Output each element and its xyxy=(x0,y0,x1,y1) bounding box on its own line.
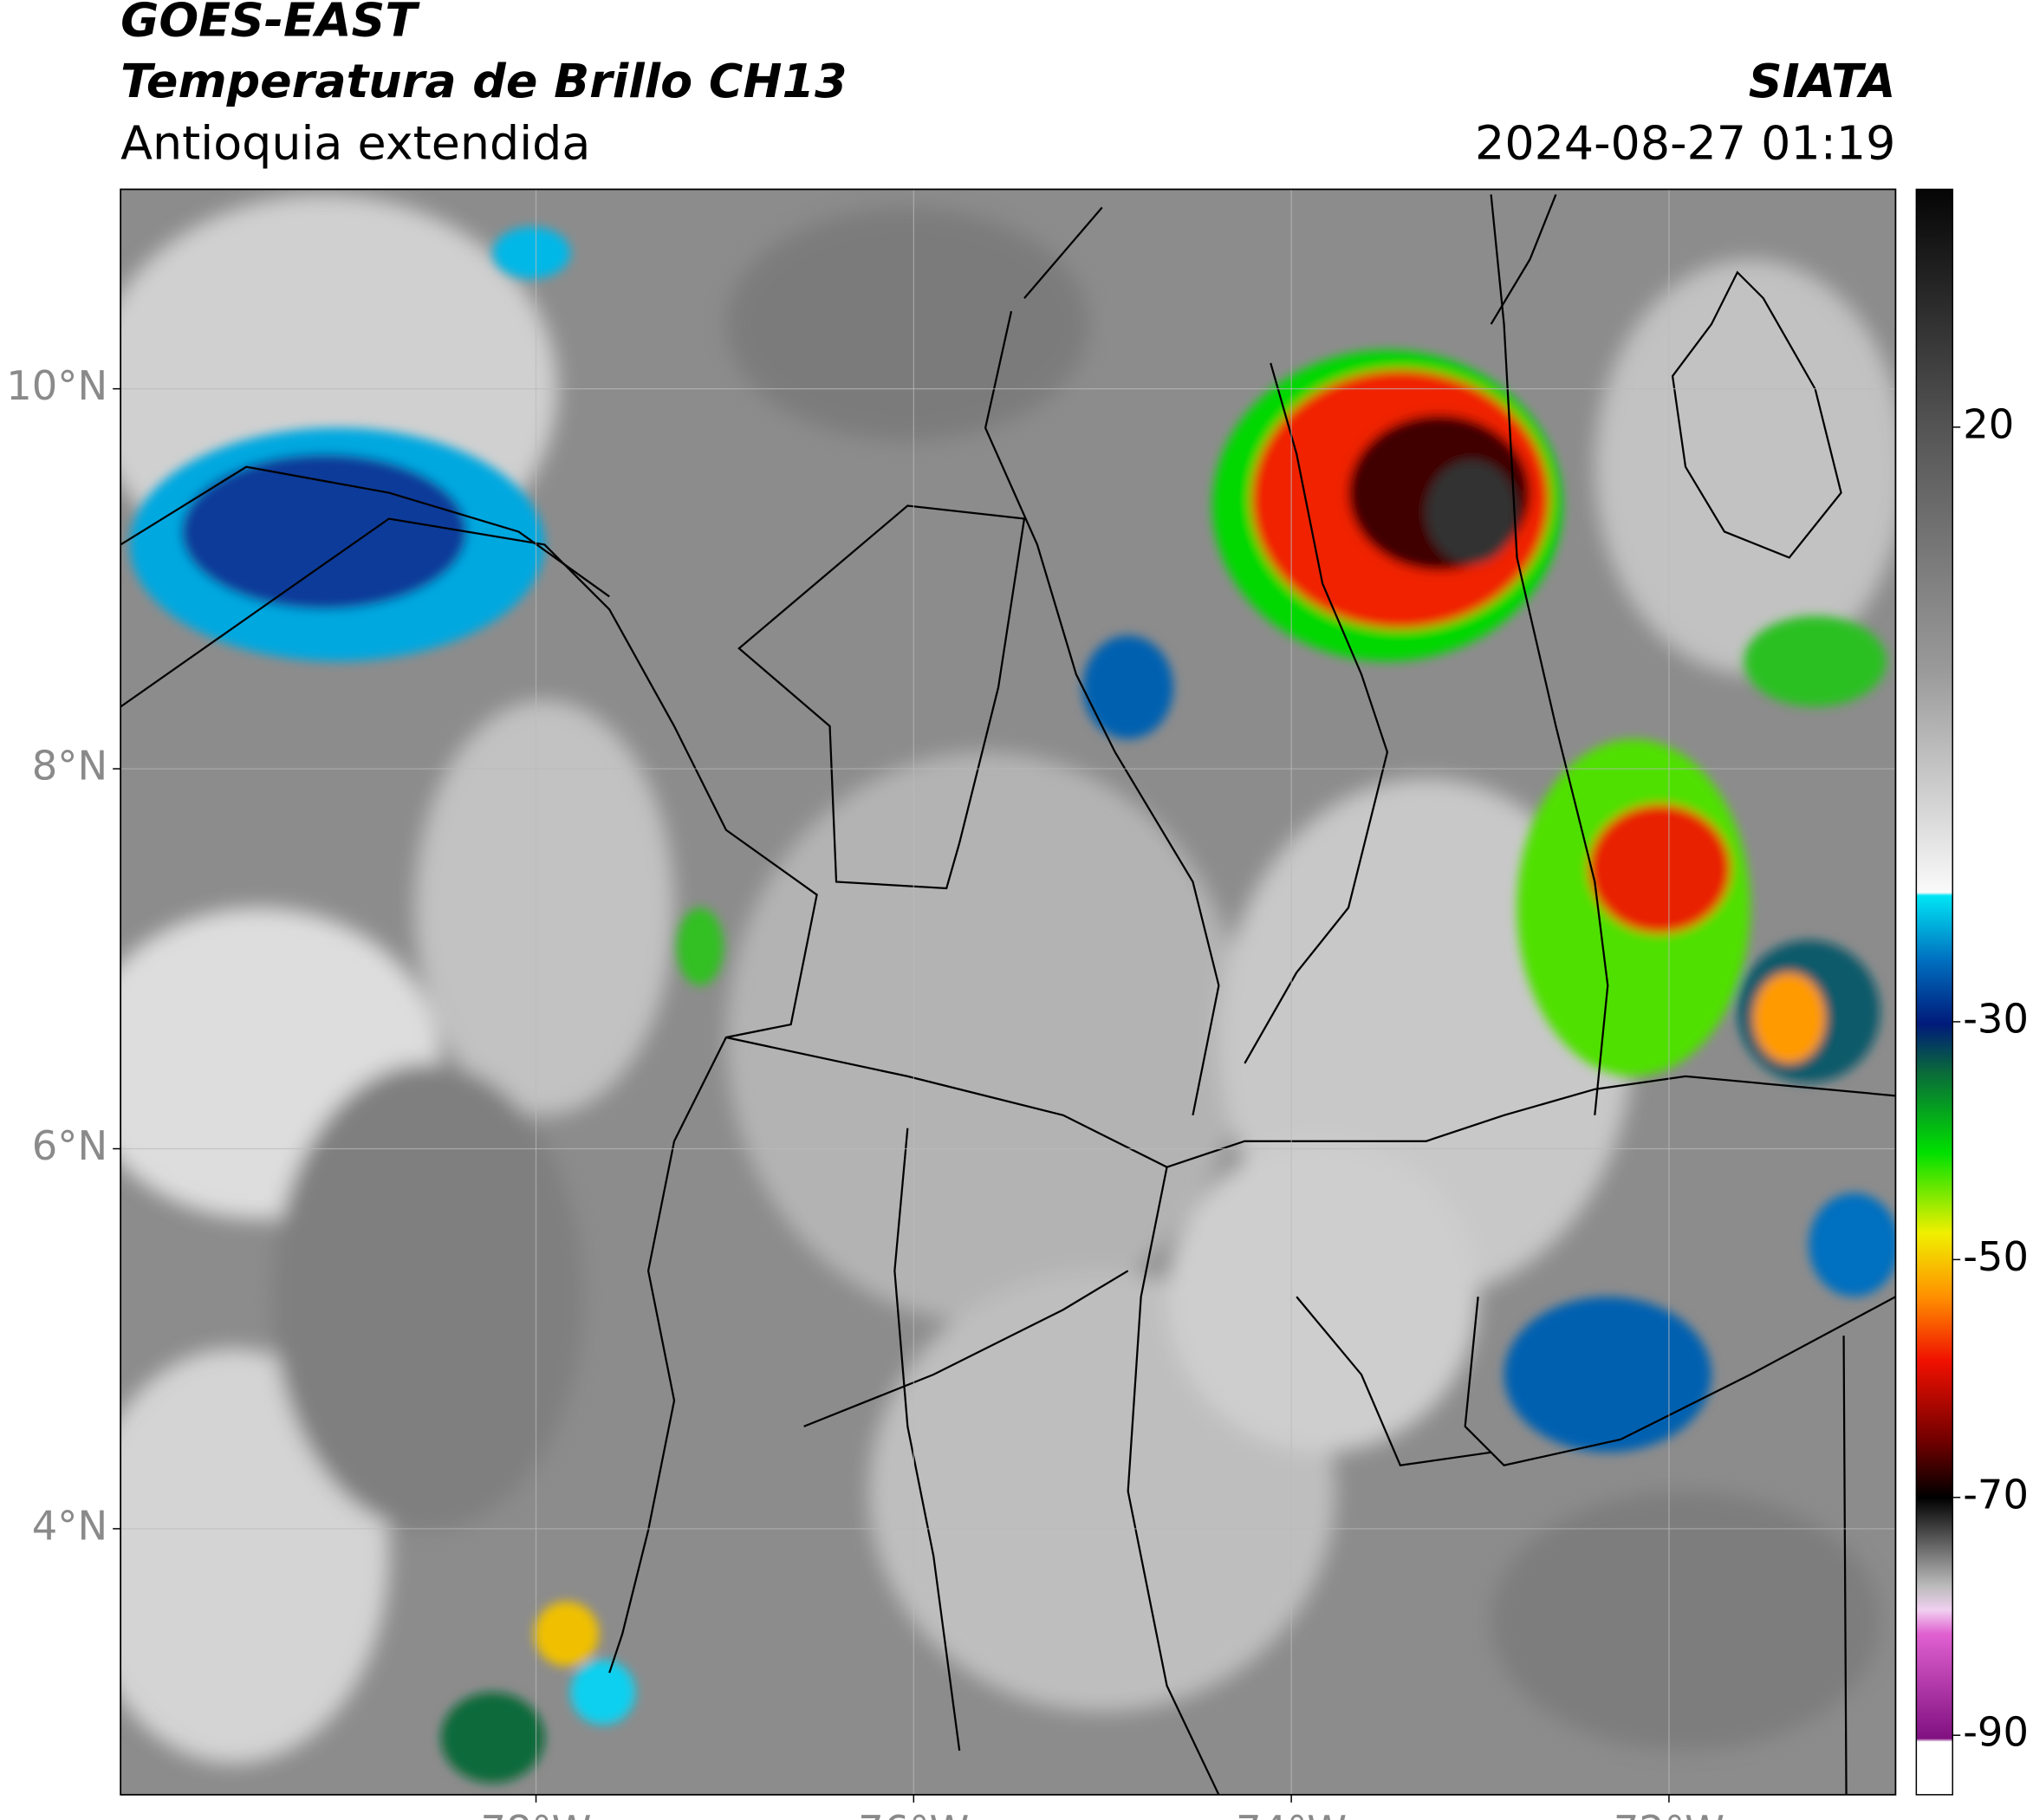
x-tick-label: 72°W xyxy=(1614,1807,1724,1820)
datetime-title: 2024-08-27 01:19 xyxy=(1475,116,1895,171)
y-tick-label: 4°N xyxy=(32,1502,107,1549)
grid xyxy=(120,189,1896,1795)
colorbar-tick-label: -30 xyxy=(1963,995,2029,1042)
region-title: Antioquia extendida xyxy=(120,116,590,171)
colorbar-tick-label: -50 xyxy=(1963,1233,2029,1280)
colorbar-tick-label: -70 xyxy=(1963,1471,2029,1518)
source-title: SIATA xyxy=(1749,54,1896,108)
satellite-image xyxy=(120,189,1896,1795)
colorbar-tick-label: 20 xyxy=(1963,400,2014,447)
product-title: Temperatura de Brillo CH13 xyxy=(120,54,847,108)
x-tick-label: 76°W xyxy=(858,1807,969,1820)
y-tick-label: 8°N xyxy=(32,743,107,790)
colorbar-tick-label: -90 xyxy=(1963,1709,2029,1756)
colorbar xyxy=(1915,188,1953,1796)
y-tick-label: 10°N xyxy=(6,362,107,409)
satellite-title: GOES-EAST xyxy=(120,0,420,48)
map-frame xyxy=(120,188,1897,1796)
x-tick-label: 78°W xyxy=(480,1807,591,1820)
x-tick-label: 74°W xyxy=(1236,1807,1347,1820)
y-tick-label: 6°N xyxy=(32,1122,107,1169)
